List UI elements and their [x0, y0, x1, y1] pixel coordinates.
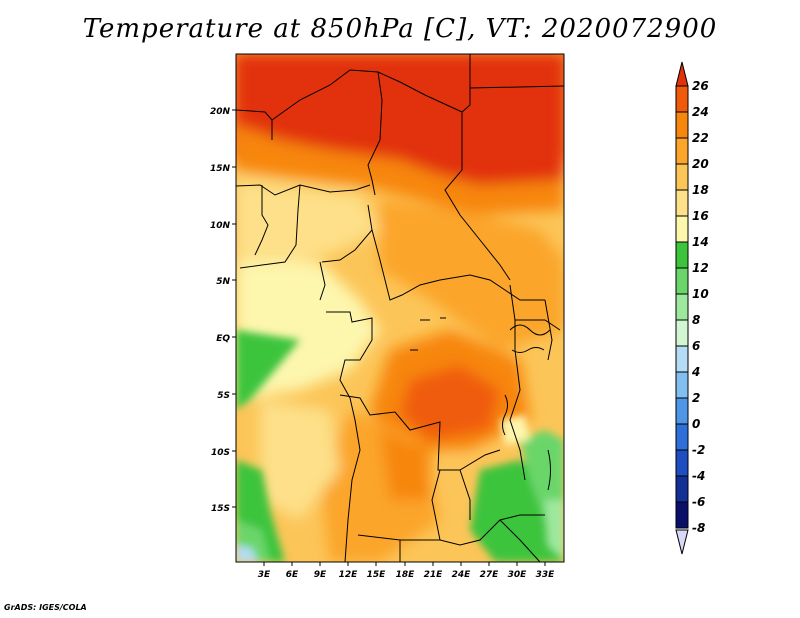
lon-label: 30E	[508, 570, 528, 580]
lon-label: 27E	[480, 570, 500, 580]
colorbar-segment	[675, 267, 689, 295]
colorbar-label: 16	[692, 209, 709, 223]
colorbar-label: 18	[692, 183, 709, 197]
footer-credit: GrADS: IGES/COLA	[4, 603, 87, 612]
colorbar-label: -4	[692, 469, 705, 483]
colorbar-segment	[675, 423, 689, 451]
colorbar-label: 24	[692, 105, 709, 119]
lat-label: 5S	[217, 391, 230, 401]
colorbar-segment	[675, 215, 689, 243]
lat-label: 15N	[210, 164, 231, 174]
chart-title: Temperature at 850hPa [C], VT: 202007290…	[82, 14, 718, 44]
colorbar-label: -6	[692, 495, 705, 509]
lat-label: EQ	[216, 334, 230, 344]
temperature-field	[236, 54, 564, 562]
colorbar-segment	[675, 501, 689, 529]
country-boundaries	[236, 54, 564, 562]
colorbar-segment	[675, 475, 689, 503]
colorbar-segment	[675, 397, 689, 425]
colorbar-label: -2	[692, 443, 705, 457]
latitude-axis: 20N 15N 10N 5N EQ 5S 10S 15S	[210, 107, 231, 514]
lat-label: 5N	[216, 277, 230, 287]
map-frame	[235, 53, 565, 563]
colorbar-label: -8	[692, 521, 705, 535]
lat-label: 15S	[211, 504, 230, 514]
colorbar-segment	[675, 319, 689, 347]
lon-label: 9E	[314, 570, 327, 580]
lon-label: 24E	[452, 570, 472, 580]
colorbar-label: 6	[692, 339, 700, 353]
colorbar-label: 0	[692, 417, 700, 431]
colorbar-segment	[675, 371, 689, 399]
latitude-ticks	[232, 109, 236, 508]
colorbar-label: 20	[692, 157, 709, 171]
colorbar-segment	[675, 137, 689, 165]
lon-label: 15E	[367, 570, 387, 580]
colorbar-label: 2	[692, 391, 700, 405]
colorbar-label: 12	[692, 261, 709, 275]
lat-label: 10N	[210, 221, 231, 231]
colorbar	[675, 61, 689, 555]
colorbar-top-arrow	[675, 61, 689, 87]
colorbar-label: 4	[691, 365, 700, 379]
colorbar-bottom-arrow	[675, 529, 689, 555]
longitude-axis: 3E 6E 9E 12E 15E 18E 21E 24E 27E 30E 33E	[258, 570, 555, 580]
colorbar-segment	[675, 111, 689, 139]
colorbar-segment	[675, 163, 689, 191]
colorbar-segment	[675, 449, 689, 477]
longitude-ticks	[263, 562, 546, 566]
colorbar-label: 8	[692, 313, 700, 327]
colorbar-label: 22	[692, 131, 709, 145]
lon-label: 33E	[536, 570, 556, 580]
colorbar-segment	[675, 293, 689, 321]
lon-label: 18E	[396, 570, 416, 580]
colorbar-label: 10	[692, 287, 709, 301]
colorbar-segment	[675, 189, 689, 217]
colorbar-label: 26	[692, 79, 709, 93]
lat-label: 20N	[210, 107, 231, 117]
colorbar-segment	[675, 345, 689, 373]
colorbar-segment	[675, 241, 689, 269]
lakes	[410, 317, 551, 491]
lon-label: 3E	[258, 570, 271, 580]
colorbar-segment	[675, 85, 689, 113]
lon-label: 6E	[286, 570, 299, 580]
lon-label: 21E	[424, 570, 444, 580]
colorbar-label: 14	[692, 235, 709, 249]
lat-label: 10S	[211, 448, 230, 458]
lon-label: 12E	[339, 570, 359, 580]
